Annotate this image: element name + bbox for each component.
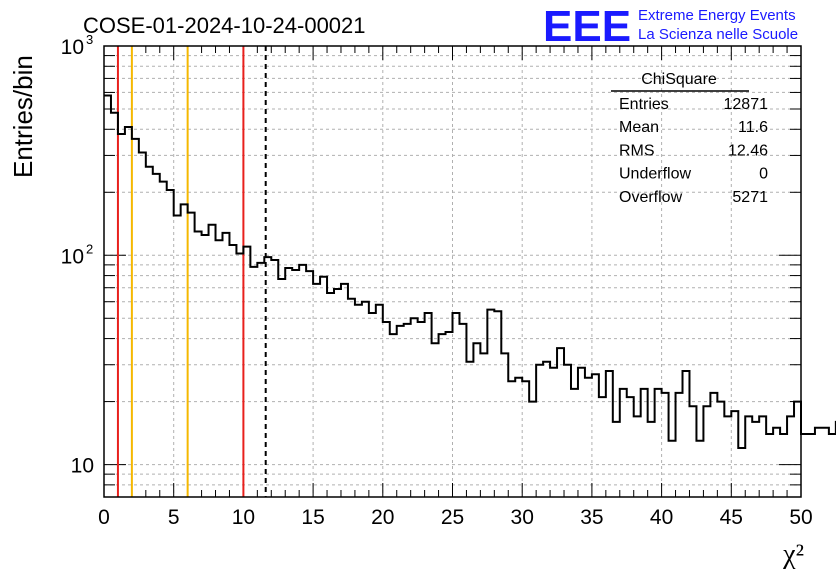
y-tick-label: 10 [71, 455, 94, 478]
stats-row-label: RMS [619, 142, 655, 159]
logo-subtitle-line2: La Scienza nelle Scuole [638, 26, 798, 43]
y-tick-label: 10 [61, 245, 84, 268]
y-tick-exponent: 2 [86, 241, 93, 256]
x-tick-label: 30 [511, 506, 534, 529]
y-tick-exponent: 3 [86, 32, 93, 47]
stats-row-value: 5271 [732, 189, 768, 206]
stats-row-label: Entries [619, 96, 669, 113]
y-axis-label: Entries/bin [8, 55, 38, 178]
logo-subtitle-line1: Extreme Energy Events [638, 7, 796, 24]
x-tick-label: 15 [301, 506, 324, 529]
stats-row-value: 11.6 [738, 119, 768, 136]
x-tick-label: 35 [580, 506, 603, 529]
x-tick-labels: 0 5 10 15 20 25 30 35 40 45 50 [98, 506, 813, 529]
stats-row-value: 12.46 [728, 142, 768, 159]
x-tick-label: 20 [371, 506, 394, 529]
stats-rows: Entries 12871 Mean 11.6 RMS 12.46 Underflow 0 Ov… [619, 96, 768, 206]
axis-ticks [103, 45, 802, 498]
chart-title: COSE-01-2024-10-24-00021 [83, 13, 366, 38]
x-axis-label: χ² [782, 539, 804, 570]
y-tick-label: 10 [61, 36, 84, 59]
stats-box-title: ChiSquare [641, 71, 717, 88]
x-tick-label: 5 [168, 506, 180, 529]
reference-lines [116, 46, 267, 497]
x-tick-label: 40 [650, 506, 673, 529]
plot-frame [103, 45, 802, 498]
stats-row-value: 0 [759, 166, 768, 183]
x-tick-label: 50 [789, 506, 812, 529]
stats-row-value: 12871 [724, 96, 769, 113]
x-tick-label: 0 [98, 506, 110, 529]
eee-logo: EEE [543, 2, 631, 51]
stats-row-label: Mean [619, 119, 659, 136]
x-tick-label: 25 [441, 506, 464, 529]
x-tick-label: 10 [232, 506, 255, 529]
histogram-line [104, 94, 836, 450]
stats-row-label: Underflow [619, 166, 691, 183]
stats-row-label: Overflow [619, 189, 683, 206]
stats-box: ChiSquare Entries 12871 Mean 11.6 RMS 12.46 Un… [611, 71, 768, 206]
x-tick-label: 45 [720, 506, 743, 529]
